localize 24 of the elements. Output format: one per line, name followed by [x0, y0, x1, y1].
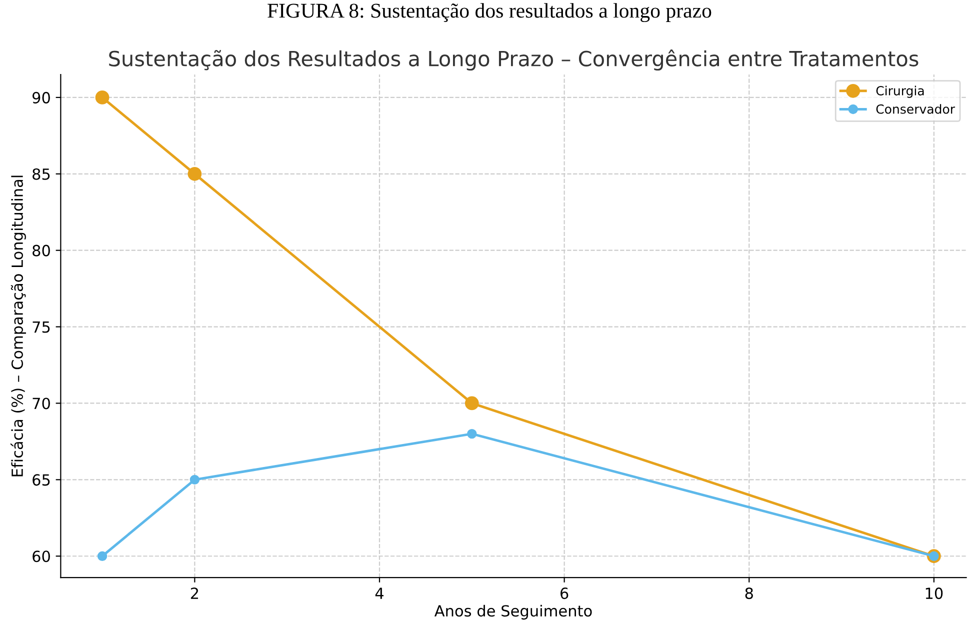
point [95, 90, 110, 104]
chart-title: Sustentação dos Resultados a Longo Prazo – Convergência entre Tratamentos [109, 50, 918, 71]
y-tick-label: 90 [32, 92, 50, 104]
point [97, 551, 108, 561]
y-axis-title: Eficácia (%) – Comparação Longitudinal [10, 176, 26, 476]
x-tick-label: 8 [745, 588, 753, 600]
y-tick-label: 80 [32, 244, 50, 256]
y-tick-label: 70 [32, 398, 50, 410]
x-tick-label: 2 [190, 588, 198, 599]
y-tick-label: 85 [32, 168, 50, 180]
point [467, 428, 477, 439]
point [190, 474, 200, 485]
x-tick-label: 4 [375, 588, 384, 599]
chart-subtitle: FIGURA 8: Sustentação dos resultados a longo prazo [268, 3, 712, 22]
x-tick-label: 6 [560, 588, 568, 600]
y-tick-label: 60 [32, 550, 50, 562]
point [464, 396, 479, 410]
point [188, 166, 202, 181]
y-tick-label: 65 [32, 474, 50, 486]
legend-label: Conservador [876, 104, 956, 114]
x-axis-title: Anos de Seguimento [434, 604, 592, 620]
legend-label: Cirurgia [876, 86, 924, 98]
x-tick-label: 10 [926, 588, 943, 600]
y-tick-label: 75 [32, 321, 50, 333]
